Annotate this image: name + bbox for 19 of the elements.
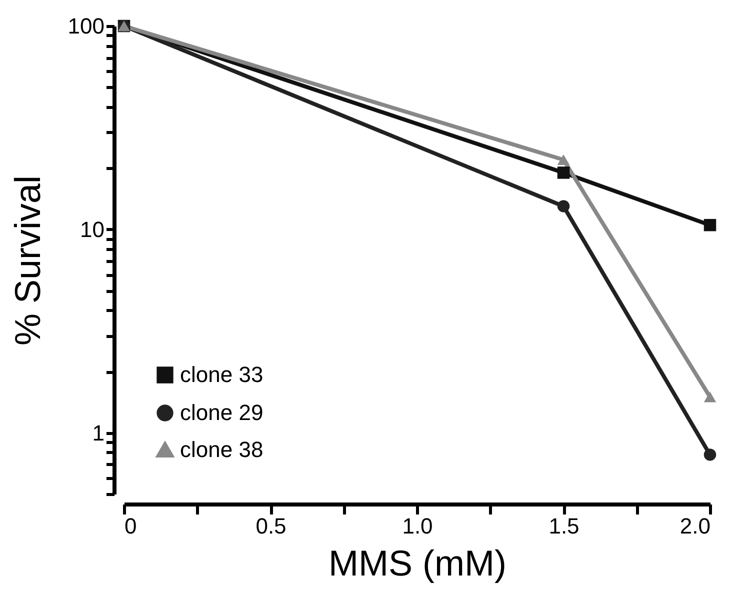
y-axis-title: % Survival bbox=[6, 175, 48, 346]
point bbox=[704, 218, 716, 232]
legend-label: clone 38 bbox=[180, 437, 264, 462]
x-tick-label: 0 bbox=[124, 514, 137, 538]
point bbox=[557, 200, 570, 212]
point bbox=[557, 166, 570, 179]
y-tick-label: 100 bbox=[68, 14, 104, 38]
x-tick-label: 2.0 bbox=[680, 514, 710, 538]
x-tick-label: 0.5 bbox=[256, 514, 286, 538]
point bbox=[557, 154, 570, 166]
legend-label: clone 33 bbox=[180, 362, 264, 387]
x-tick-label: 1.5 bbox=[548, 514, 580, 538]
point bbox=[704, 448, 716, 461]
x-axis-title: MMS (mM) bbox=[328, 542, 506, 584]
legend-label: clone 29 bbox=[180, 400, 264, 425]
y-tick-label: 1 bbox=[92, 420, 104, 446]
x-tick-label: 1.0 bbox=[402, 514, 433, 538]
point bbox=[704, 392, 716, 402]
y-tick-label: 10 bbox=[80, 216, 104, 242]
